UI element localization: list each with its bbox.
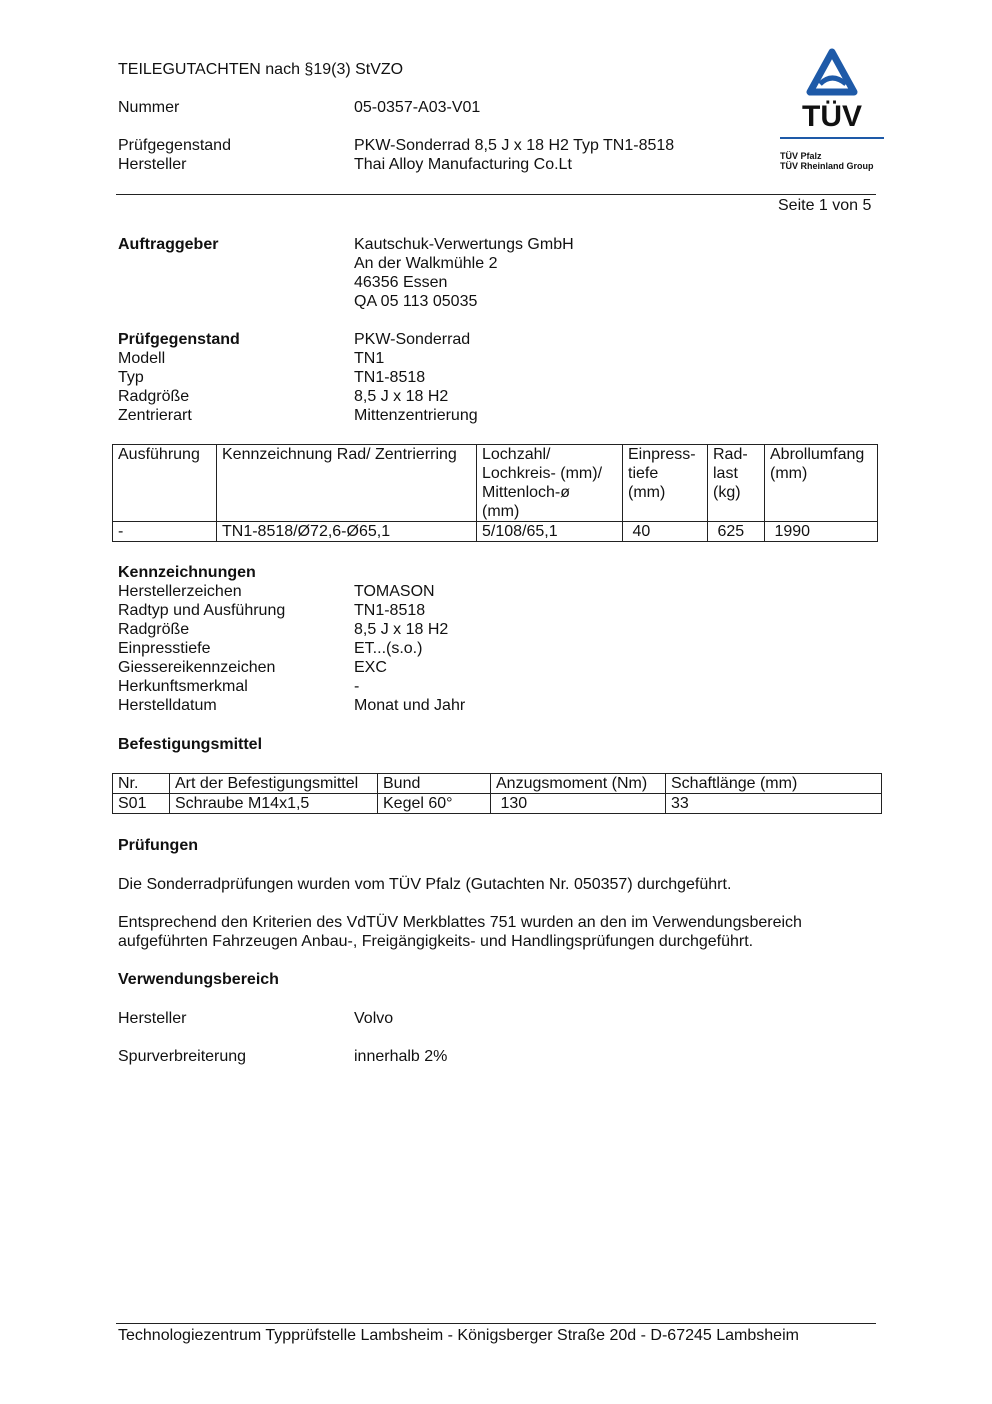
header-line: tiefe bbox=[628, 465, 659, 482]
spur-label: Spurverbreiterung bbox=[118, 1048, 247, 1065]
header-line: (kg) bbox=[713, 484, 741, 501]
pruef-row-value: TN1 bbox=[354, 350, 385, 367]
header-divider bbox=[116, 194, 876, 195]
header-line: Lochkreis- (mm)/ bbox=[482, 465, 603, 482]
auftraggeber-line: QA 05 113 05035 bbox=[354, 293, 478, 310]
header-cell: Art der Befestigungsmittel bbox=[169, 773, 378, 794]
cell: 130 bbox=[490, 793, 666, 814]
cell: 33 bbox=[665, 793, 882, 814]
cell: - bbox=[112, 521, 217, 542]
header-cell: Rad-last (kg) bbox=[707, 444, 765, 522]
hersteller-value: Thai Alloy Manufacturing Co.Lt bbox=[354, 156, 572, 173]
kennz-row-value: TOMASON bbox=[354, 583, 435, 600]
header-line: Kennzeichnung Rad/ Zentrierring bbox=[222, 446, 457, 463]
header-cell: Lochzahl/Lochkreis- (mm)/ Mittenloch-ø (mm… bbox=[476, 444, 623, 522]
cell: 5/108/65,1 bbox=[476, 521, 623, 542]
pruefungen-p2b: aufgeführten Fahrzeugen Anbau-, Freigäng… bbox=[118, 933, 754, 950]
kennz-row-value: Monat und Jahr bbox=[354, 697, 466, 714]
kennz-row-label: Radtyp und Ausführung bbox=[118, 602, 286, 619]
pruef-row-value: Mittenzentrierung bbox=[354, 407, 478, 424]
header-cell: Nr. bbox=[112, 773, 170, 794]
cell: Schraube M14x1,5 bbox=[169, 793, 378, 814]
pruefungen-p2a: Entsprechend den Kriterien des VdTÜV Mer… bbox=[118, 914, 802, 931]
pruef-row-label: Typ bbox=[118, 369, 144, 386]
auftraggeber-line: Kautschuk-Verwertungs GmbH bbox=[354, 236, 574, 253]
kennz-row-value: 8,5 J x 18 H2 bbox=[354, 621, 449, 638]
header-line: Mittenloch-ø bbox=[482, 484, 571, 501]
logo-line2: TÜV Rheinland Group bbox=[780, 161, 874, 171]
rad-table: Ausführung Kennzeichnung Rad/ Zentrierri… bbox=[112, 444, 878, 542]
kennz-row-value: EXC bbox=[354, 659, 387, 676]
tuv-triangle-icon: TÜV bbox=[802, 48, 862, 133]
befestigung-title: Befestigungsmittel bbox=[118, 736, 263, 753]
verw-hersteller-label: Hersteller bbox=[118, 1010, 187, 1027]
footer-text: Technologiezentrum Typprüfstelle Lambshe… bbox=[118, 1327, 799, 1344]
pruef-row-value: TN1-8518 bbox=[354, 369, 426, 386]
cell: Kegel 60° bbox=[377, 793, 491, 814]
verwendung-title: Verwendungsbereich bbox=[118, 971, 279, 988]
hersteller-label: Hersteller bbox=[118, 156, 187, 173]
auftraggeber-line: An der Walkmühle 2 bbox=[354, 255, 498, 272]
cell: TN1-8518/Ø72,6-Ø65,1 bbox=[216, 521, 477, 542]
pruefungen-title: Prüfungen bbox=[118, 837, 198, 854]
pruef-row-label: Zentrierart bbox=[118, 407, 192, 424]
header-cell: Einpress-tiefe (mm) bbox=[622, 444, 708, 522]
cell: 625 bbox=[707, 521, 765, 542]
header-line: last bbox=[713, 465, 738, 482]
header-line: (mm) bbox=[482, 503, 520, 520]
pruef-row-label: Modell bbox=[118, 350, 166, 367]
pruef-row-value: 8,5 J x 18 H2 bbox=[354, 388, 449, 405]
pruefungen-p1: Die Sonderradprüfungen wurden vom TÜV Pf… bbox=[118, 876, 732, 893]
header-line: (mm) bbox=[628, 484, 666, 501]
kennz-row-value: ET...(s.o.) bbox=[354, 640, 423, 657]
kennz-row-value: TN1-8518 bbox=[354, 602, 426, 619]
header-line: Rad- bbox=[713, 446, 748, 463]
table-header-row: Ausführung Kennzeichnung Rad/ Zentrierri… bbox=[112, 444, 878, 522]
doc-title: TEILEGUTACHTEN nach §19(3) StVZO bbox=[118, 61, 404, 78]
auftraggeber-label: Auftraggeber bbox=[118, 236, 219, 253]
header-cell: Abrollumfang (mm) bbox=[764, 444, 878, 522]
table-row: - TN1-8518/Ø72,6-Ø65,1 5/108/65,1 40 625… bbox=[112, 521, 878, 542]
logo-line1: TÜV Pfalz bbox=[780, 151, 822, 161]
kennz-row-label: Radgröße bbox=[118, 621, 190, 638]
header-line: (mm) bbox=[770, 465, 808, 482]
verw-hersteller-value: Volvo bbox=[354, 1010, 394, 1027]
kennzeichnungen-title: Kennzeichnungen bbox=[118, 564, 256, 581]
kennz-row-label: Herstelldatum bbox=[118, 697, 217, 714]
cell: 1990 bbox=[764, 521, 878, 542]
cell: 40 bbox=[622, 521, 708, 542]
spur-value: innerhalb 2% bbox=[354, 1048, 448, 1065]
table-header-row: Nr. Art der Befestigungsmittel Bund Anzu… bbox=[112, 773, 882, 794]
page-number: Seite 1 von 5 bbox=[778, 197, 872, 214]
header-line: Einpress- bbox=[628, 446, 696, 463]
header-line: Abrollumfang bbox=[770, 446, 865, 463]
kennz-row-label: Giessereikennzeichen bbox=[118, 659, 276, 676]
pruef-value: PKW-Sonderrad 8,5 J x 18 H2 Typ TN1-8518 bbox=[354, 137, 675, 154]
kennz-row-label: Einpresstiefe bbox=[118, 640, 211, 657]
nummer-label: Nummer bbox=[118, 99, 180, 116]
befestigung-table: Nr. Art der Befestigungsmittel Bund Anzu… bbox=[112, 773, 882, 814]
header-line: Lochzahl/ bbox=[482, 446, 551, 463]
pruef-row-value: PKW-Sonderrad bbox=[354, 331, 471, 348]
nummer-value: 05-0357-A03-V01 bbox=[354, 99, 481, 116]
cell: S01 bbox=[112, 793, 170, 814]
pruef-label: Prüfgegenstand bbox=[118, 137, 231, 154]
header-line: Ausführung bbox=[118, 446, 200, 463]
svg-text:TÜV: TÜV bbox=[802, 100, 862, 128]
header-cell: Bund bbox=[377, 773, 491, 794]
auftraggeber-line: 46356 Essen bbox=[354, 274, 448, 291]
header-cell: Schaftlänge (mm) bbox=[665, 773, 882, 794]
pruef-row-label: Radgröße bbox=[118, 388, 190, 405]
pruef-row-label: Prüfgegenstand bbox=[118, 331, 240, 348]
header-cell: Ausführung bbox=[112, 444, 217, 522]
header-cell: Kennzeichnung Rad/ Zentrierring bbox=[216, 444, 477, 522]
kennz-row-label: Herkunftsmerkmal bbox=[118, 678, 248, 695]
kennz-row-value: - bbox=[354, 678, 360, 695]
table-row: S01 Schraube M14x1,5 Kegel 60° 130 33 bbox=[112, 793, 882, 814]
header-cell: Anzugsmoment (Nm) bbox=[490, 773, 666, 794]
tuv-logo: TÜV TÜV Pfalz TÜV Rheinland Group bbox=[780, 48, 884, 171]
kennz-row-label: Herstellerzeichen bbox=[118, 583, 242, 600]
footer-divider bbox=[116, 1323, 876, 1324]
